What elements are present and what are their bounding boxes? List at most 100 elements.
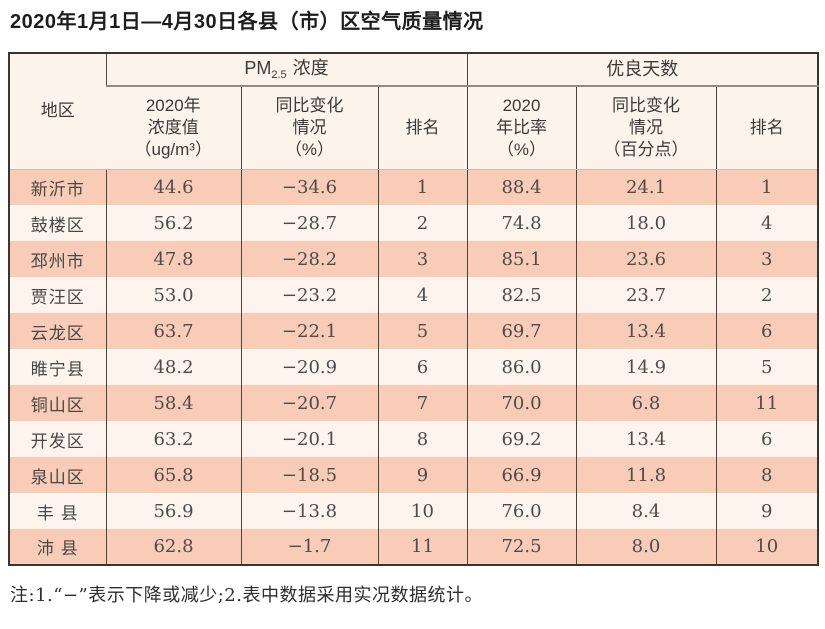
cell-pm-concentration: 56.9 xyxy=(105,493,241,529)
cell-pm-rank: 7 xyxy=(377,385,467,421)
cell-pm-change: −28.2 xyxy=(240,241,378,277)
cell-pm-change: −28.7 xyxy=(240,205,378,241)
header-sub-row: 2020年 浓度值 （ug/m³） 同比变化 情况 （%） 排名 2020 年比… xyxy=(9,86,818,170)
cell-good-change: 8.4 xyxy=(575,493,716,529)
cell-good-rank: 2 xyxy=(715,277,818,313)
cell-good-rank: 3 xyxy=(715,241,818,277)
table-row: 云龙区 63.7 −22.1 5 69.7 13.4 6 xyxy=(9,313,818,349)
cell-good-rank: 1 xyxy=(715,169,818,205)
cell-pm-rank: 8 xyxy=(377,421,467,457)
pm-label: PM xyxy=(244,57,272,78)
cell-good-change: 18.0 xyxy=(575,205,716,241)
cell-good-change: 8.0 xyxy=(575,529,716,565)
cell-region: 鼓楼区 xyxy=(9,205,106,241)
cell-region: 丰 县 xyxy=(9,493,106,529)
cell-pm-rank: 4 xyxy=(377,277,467,313)
cell-region: 沛 县 xyxy=(9,529,106,565)
cell-pm-change: −20.7 xyxy=(240,385,378,421)
col-header-pm-change: 同比变化 情况 （%） xyxy=(240,86,378,170)
table-row: 鼓楼区 56.2 −28.7 2 74.8 18.0 4 xyxy=(9,205,818,241)
page-title: 2020年1月1日—4月30日各县（市）区空气质量情况 xyxy=(10,11,484,33)
cell-good-ratio: 66.9 xyxy=(466,457,576,493)
cell-good-rank: 6 xyxy=(715,313,818,349)
cell-pm-concentration: 56.2 xyxy=(105,205,241,241)
cell-good-ratio: 88.4 xyxy=(466,169,576,205)
cell-pm-concentration: 63.7 xyxy=(105,313,241,349)
table-row: 开发区 63.2 −20.1 8 69.2 13.4 6 xyxy=(9,421,818,457)
cell-pm-rank: 3 xyxy=(377,241,467,277)
footnote: 注:1.“−”表示下降或减少;2.表中数据采用实况数据统计。 xyxy=(10,585,483,606)
col-header-good-rank: 排名 xyxy=(715,86,818,170)
cell-good-ratio: 82.5 xyxy=(466,277,576,313)
cell-good-rank: 10 xyxy=(715,529,818,565)
cell-region: 邳州市 xyxy=(9,241,106,277)
col-header-pm-rank: 排名 xyxy=(377,86,467,170)
table-row: 邳州市 47.8 −28.2 3 85.1 23.6 3 xyxy=(9,241,818,277)
cell-good-rank: 4 xyxy=(715,205,818,241)
cell-pm-rank: 6 xyxy=(377,349,467,385)
cell-pm-change: −20.1 xyxy=(240,421,378,457)
cell-good-rank: 6 xyxy=(715,421,818,457)
cell-good-change: 23.6 xyxy=(575,241,716,277)
cell-pm-change: −34.6 xyxy=(240,169,378,205)
cell-good-ratio: 76.0 xyxy=(466,493,576,529)
cell-region: 新沂市 xyxy=(9,169,106,205)
cell-good-ratio: 86.0 xyxy=(466,349,576,385)
pm-subscript: 2.5 xyxy=(271,68,287,81)
header-group-row: 地区 PM2.5 浓度 优良天数 xyxy=(9,53,818,170)
col-header-region: 地区 xyxy=(9,53,106,170)
table-row: 贾汪区 53.0 −23.2 4 82.5 23.7 2 xyxy=(9,277,818,313)
col-header-good-change: 同比变化 情况 （百分点） xyxy=(575,86,716,170)
cell-good-change: 6.8 xyxy=(575,385,716,421)
cell-region: 云龙区 xyxy=(9,313,106,349)
cell-pm-concentration: 65.8 xyxy=(105,457,241,493)
cell-region: 泉山区 xyxy=(9,457,106,493)
cell-pm-rank: 2 xyxy=(377,205,467,241)
cell-pm-rank: 9 xyxy=(377,457,467,493)
cell-good-rank: 11 xyxy=(715,385,818,421)
cell-pm-concentration: 63.2 xyxy=(105,421,241,457)
table-row: 睢宁县 48.2 −20.9 6 86.0 14.9 5 xyxy=(9,349,818,385)
cell-good-change: 23.7 xyxy=(575,277,716,313)
cell-good-ratio: 69.2 xyxy=(466,421,576,457)
cell-pm-rank: 1 xyxy=(377,169,467,205)
air-quality-table: 地区 PM2.5 浓度 优良天数 2020年 浓度值 （ug/m³） 同比变化 情… xyxy=(8,52,819,566)
table-row: 新沂市 44.6 −34.6 1 88.4 24.1 1 xyxy=(9,169,818,205)
col-group-pm25: PM2.5 浓度 xyxy=(105,53,467,87)
cell-region: 开发区 xyxy=(9,421,106,457)
cell-region: 铜山区 xyxy=(9,385,106,421)
cell-pm-change: −23.2 xyxy=(240,277,378,313)
cell-pm-rank: 11 xyxy=(377,529,467,565)
page: { "title": "2020年1月1日—4月30日各县（市）区空气质量情况"… xyxy=(0,9,825,629)
col-header-good-ratio: 2020 年比率 （%） xyxy=(466,86,576,170)
cell-good-ratio: 74.8 xyxy=(466,205,576,241)
cell-pm-change: −22.1 xyxy=(240,313,378,349)
cell-region: 贾汪区 xyxy=(9,277,106,313)
cell-good-ratio: 69.7 xyxy=(466,313,576,349)
table-row: 沛 县 62.8 −1.7 11 72.5 8.0 10 xyxy=(9,529,818,565)
col-group-good-days: 优良天数 xyxy=(466,53,818,87)
cell-pm-change: −13.8 xyxy=(240,493,378,529)
cell-pm-change: −20.9 xyxy=(240,349,378,385)
cell-pm-change: −1.7 xyxy=(240,529,378,565)
cell-pm-rank: 10 xyxy=(377,493,467,529)
cell-good-change: 13.4 xyxy=(575,421,716,457)
cell-region: 睢宁县 xyxy=(9,349,106,385)
cell-good-ratio: 85.1 xyxy=(466,241,576,277)
table-body: 新沂市 44.6 −34.6 1 88.4 24.1 1 鼓楼区 56.2 −2… xyxy=(9,169,818,565)
cell-pm-change: −18.5 xyxy=(240,457,378,493)
cell-pm-concentration: 53.0 xyxy=(105,277,241,313)
cell-pm-rank: 5 xyxy=(377,313,467,349)
cell-good-change: 14.9 xyxy=(575,349,716,385)
cell-good-ratio: 72.5 xyxy=(466,529,576,565)
cell-good-rank: 9 xyxy=(715,493,818,529)
cell-good-rank: 8 xyxy=(715,457,818,493)
table-row: 泉山区 65.8 −18.5 9 66.9 11.8 8 xyxy=(9,457,818,493)
table-header: 地区 PM2.5 浓度 优良天数 2020年 浓度值 （ug/m³） 同比变化 情… xyxy=(9,53,818,170)
cell-good-change: 13.4 xyxy=(575,313,716,349)
pm-concentration-label: 浓度 xyxy=(292,57,329,78)
table-row: 铜山区 58.4 −20.7 7 70.0 6.8 11 xyxy=(9,385,818,421)
cell-pm-concentration: 47.8 xyxy=(105,241,241,277)
cell-pm-concentration: 62.8 xyxy=(105,529,241,565)
cell-good-change: 24.1 xyxy=(575,169,716,205)
